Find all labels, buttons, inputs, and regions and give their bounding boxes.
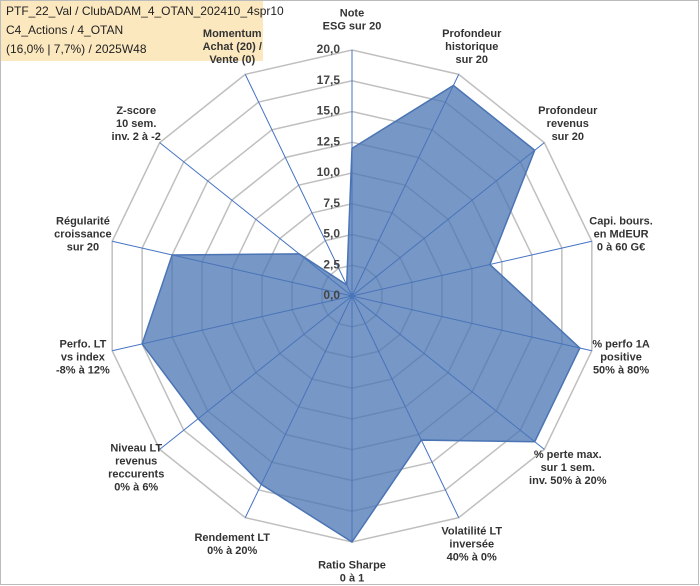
title-box [1, 1, 263, 61]
axis-label: sur 20 [67, 241, 99, 253]
axis-label: croissance [54, 228, 111, 240]
axis-label: Momentum [203, 28, 262, 40]
y-tick-label: 0,0 [323, 288, 340, 302]
y-tick-label: 12,5 [317, 134, 341, 148]
data-area [141, 84, 581, 544]
axis-label: -8% à 12% [56, 364, 110, 376]
axis-label: 50% à 80% [593, 364, 649, 376]
axis-label: revenus [115, 455, 157, 467]
axis-label: ESG sur 20 [323, 20, 382, 32]
y-tick-label: 20,0 [317, 42, 341, 56]
y-tick-label: 5,0 [323, 227, 340, 241]
axis-label: % perte max. [534, 449, 602, 461]
axis-label: 40% à 0% [447, 552, 497, 564]
axis-label: positive [600, 351, 642, 363]
axis-label: en MdEUR [594, 228, 649, 240]
chart-title: (16,0% | 7,7%) / 2025W48 [6, 42, 147, 56]
axis-label: Achat (20) / [203, 41, 262, 53]
axis-label: 0 à 60 G€ [597, 241, 645, 253]
axis-label: Rendement LT [194, 532, 270, 544]
axis-label: Volatilité LT [441, 526, 502, 538]
chart-title: C4_Actions / 4_OTAN [6, 23, 123, 37]
y-tick-label: 15,0 [317, 104, 341, 118]
axis-label: Profondeur [442, 28, 502, 40]
axis-label: Note [340, 7, 364, 19]
axis-label: revenus [547, 118, 589, 130]
axis-label: vs index [61, 351, 106, 363]
axis-label: inv. 2 à -2 [112, 131, 161, 143]
y-tick-label: 2,5 [323, 257, 340, 271]
axis-label: inversée [449, 539, 494, 551]
axis-label: 0% à 6% [114, 481, 158, 493]
axis-label: Perfo. LT [59, 338, 106, 350]
y-tick-label: 7,5 [323, 196, 340, 210]
axis-label: Profondeur [538, 105, 598, 117]
axis-label: Vente (0) [209, 54, 255, 66]
axis-label: sur 20 [552, 131, 584, 143]
axis-label: inv. 50% à 20% [529, 475, 607, 487]
axis-label: reccurents [108, 468, 164, 480]
axis-label: % perfo 1A [592, 338, 650, 350]
spoke [244, 74, 353, 297]
axis-label: 0% à 20% [207, 545, 257, 557]
axis-label: Z-score [116, 105, 156, 117]
axis-label: 0 à 1 [340, 572, 364, 584]
axis-label: Régularité [56, 215, 110, 227]
axis-label: Ratio Sharpe [318, 559, 386, 571]
axis-label: Niveau LT [110, 442, 162, 454]
axis-label: sur 1 sem. [541, 462, 595, 474]
axis-label: historique [445, 41, 498, 53]
y-tick-label: 10,0 [317, 165, 341, 179]
axis-label: 10 sem. [116, 118, 156, 130]
y-tick-label: 17,5 [317, 73, 341, 87]
axis-label: sur 20 [456, 54, 488, 66]
chart-title: PTF_22_Val / ClubADAM_4_OTAN_202410_4spr… [6, 4, 284, 18]
axis-label: Capi. bours. [589, 215, 653, 227]
